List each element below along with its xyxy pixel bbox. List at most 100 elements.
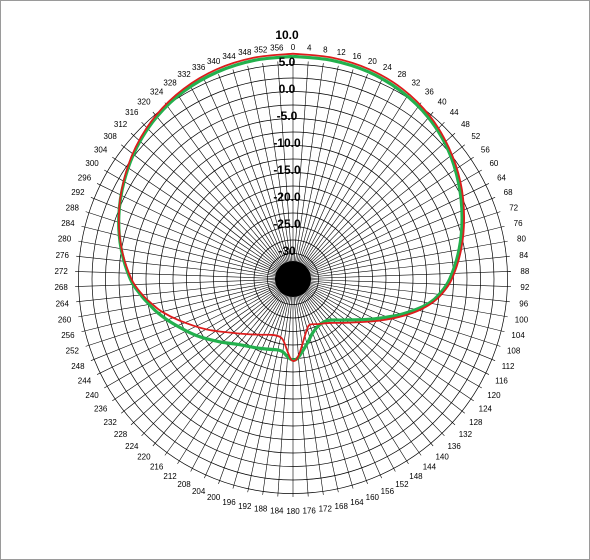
grid-spoke [292, 278, 490, 375]
grid-spoke [112, 156, 294, 280]
grid-spoke [292, 278, 445, 437]
grid-spoke [204, 79, 294, 280]
angle-tick-label: 128 [469, 418, 483, 427]
angle-tick-label: 20 [368, 57, 377, 66]
angle-tick-label: 244 [78, 377, 92, 386]
angle-tick-label: 196 [222, 498, 236, 507]
grid-spoke [292, 278, 508, 318]
grid-spoke [104, 278, 294, 389]
angle-tick-label: 212 [163, 472, 177, 481]
series-layer [117, 52, 466, 362]
radial-tick-label: -30 [278, 244, 296, 258]
angle-tick-label: 280 [58, 235, 72, 244]
grid-spoke [232, 278, 294, 489]
angle-tick-label: 160 [366, 493, 380, 502]
grid-spoke [292, 63, 324, 280]
grid-spoke [104, 169, 294, 280]
grid-spoke [292, 144, 465, 280]
radial-tick-labels: 10.0 5.0 0.0 -5.0 -10.0 -15.0 -20.0 -25.0 -30 [273, 28, 301, 258]
grid-spoke [75, 278, 294, 287]
grid-spoke [247, 65, 294, 280]
angle-tick-label: 140 [435, 453, 449, 462]
angle-tick-label: 76 [514, 219, 523, 228]
angle-tick-label: 84 [519, 251, 528, 260]
grid-spoke [292, 278, 382, 479]
grid-spoke [292, 86, 396, 280]
radial-tick-label: -20.0 [273, 190, 301, 204]
angle-tick-label: 296 [78, 173, 92, 182]
grid-spoke [292, 61, 309, 280]
angle-tick-label: 112 [502, 362, 515, 371]
grid-spoke [85, 211, 294, 280]
grid-spoke [152, 111, 294, 280]
angle-tick-label: 284 [61, 219, 75, 228]
grid-spoke [292, 278, 482, 389]
angle-tick-label: 192 [238, 502, 252, 511]
grid-spoke [112, 278, 294, 402]
grid-spoke [292, 255, 510, 280]
angle-tick-label: 308 [104, 132, 118, 141]
angle-tick-label: 12 [337, 48, 346, 57]
angle-tick-label: 220 [137, 453, 151, 462]
angle-tick-label: 100 [515, 315, 529, 324]
angle-tick-labels: 0 4 8 12 16202428323640444852566064687276808… [54, 43, 529, 516]
grid-spoke [81, 225, 294, 280]
angle-tick-label: 344 [222, 52, 236, 61]
grid-spoke [292, 278, 505, 333]
grid-spoke [190, 86, 294, 280]
grid-spoke [96, 183, 294, 280]
grid-spoke [262, 278, 294, 495]
grid-spoke [81, 278, 294, 333]
grid-spoke [164, 278, 294, 456]
angle-tick-label: 28 [397, 70, 406, 79]
angle-tick-label: 184 [270, 506, 284, 515]
radial-tick-label: -10.0 [273, 136, 301, 150]
angle-tick-label: 204 [192, 487, 206, 496]
angle-tick-label: 352 [254, 45, 268, 54]
angle-tick-label: 8 [323, 45, 328, 54]
series-line-red [117, 52, 466, 362]
angle-tick-label: 104 [511, 331, 525, 340]
angle-tick-label: 304 [94, 145, 108, 154]
angle-tick-label: 60 [489, 159, 498, 168]
grid-spoke [218, 278, 294, 484]
grid-spoke [292, 79, 382, 280]
radial-tick-label: -15.0 [273, 163, 301, 177]
angle-tick-label: 168 [335, 502, 349, 511]
grid-spoke [292, 278, 422, 456]
angle-tick-label: 216 [150, 463, 164, 472]
radial-tick-label: 10.0 [275, 28, 299, 42]
angle-tick-label: 224 [125, 442, 139, 451]
angle-tick-label: 108 [507, 347, 521, 356]
angle-tick-label: 136 [447, 442, 461, 451]
angle-tick-label: 208 [177, 480, 191, 489]
grid-spoke [292, 278, 396, 472]
angle-tick-label: 152 [395, 480, 409, 489]
grid-spoke [292, 278, 309, 497]
grid-spoke [292, 240, 508, 280]
grid-spoke [76, 278, 294, 303]
grid-spoke [141, 278, 294, 437]
center-hub-disc [275, 261, 311, 297]
grid-spoke [292, 278, 501, 347]
angle-tick-label: 252 [66, 347, 80, 356]
angle-tick-label: 68 [504, 188, 513, 197]
grid-spoke [90, 197, 294, 280]
center-hub [275, 261, 311, 297]
angle-tick-label: 172 [319, 505, 333, 514]
grid-spoke [204, 278, 294, 479]
grid-spoke [78, 278, 294, 318]
angle-tick-label: 300 [85, 159, 99, 168]
angle-tick-label: 148 [409, 472, 423, 481]
angle-tick-label: 176 [303, 506, 317, 515]
grid-spoke [292, 278, 456, 426]
grid-spoke [218, 74, 294, 280]
angle-tick-label: 116 [495, 377, 508, 386]
grid-spoke [292, 183, 490, 280]
angle-tick-label: 80 [517, 235, 526, 244]
grid-spoke [247, 278, 294, 493]
grid-spoke [292, 278, 434, 447]
grid-spoke [130, 132, 294, 280]
angle-tick-label: 228 [114, 430, 128, 439]
